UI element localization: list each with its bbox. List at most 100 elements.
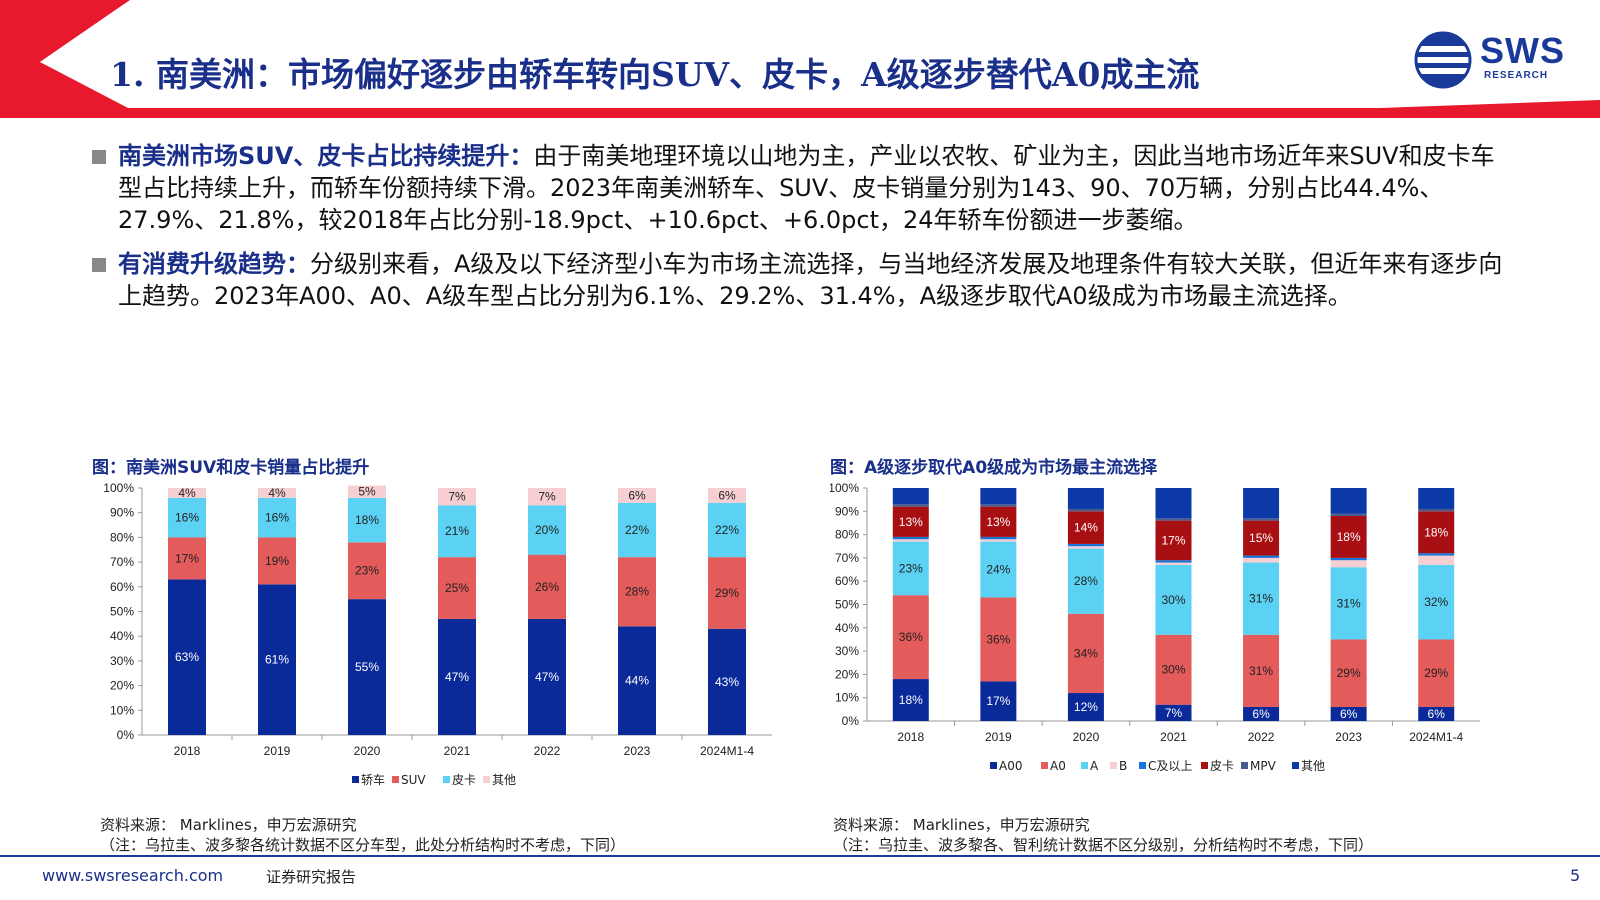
y-tick-label: 90% — [110, 506, 134, 520]
bar-segment — [1243, 518, 1280, 521]
bar-segment — [980, 539, 1017, 542]
legend-swatch — [1041, 762, 1048, 769]
bullet-body: 分级别来看，A级及以下经济型小车为市场主流选择，与当地经济发展及地理条件有较大关… — [118, 250, 1503, 310]
bar-segment — [618, 626, 656, 735]
bar-data-label: 16% — [265, 511, 289, 525]
bar-data-label: 28% — [625, 585, 649, 599]
bar-segment — [1418, 564, 1455, 640]
bar-data-label: 31% — [1337, 596, 1361, 610]
bullet-suv-pickup: 南美洲市场SUV、皮卡占比持续提升：由于南美地理环境以山地为主，产业以农牧、矿业… — [92, 140, 1512, 240]
y-tick-label: 0% — [117, 728, 135, 742]
x-category-label: 2021 — [444, 744, 471, 758]
bar-segment — [892, 504, 929, 507]
bar-segment — [348, 497, 386, 543]
bar-segment — [1067, 546, 1104, 549]
chart2-source-line: 资料来源： Marklines，申万宏源研究 — [833, 816, 1090, 834]
y-tick-label: 60% — [835, 574, 859, 588]
x-category-label: 2022 — [534, 744, 561, 758]
legend-swatch — [352, 776, 359, 783]
bar-segment — [892, 679, 929, 721]
bar-data-label: 13% — [986, 515, 1010, 529]
bar-data-label: 22% — [625, 523, 649, 537]
header-white-overlay — [0, 0, 1600, 104]
bullet-heading: 有消费升级趋势： — [118, 250, 310, 278]
bar-data-label: 30% — [1161, 663, 1185, 677]
bar-segment — [1418, 511, 1455, 554]
bar-segment — [1243, 707, 1280, 721]
bar-segment — [168, 579, 206, 735]
bar-segment — [1330, 567, 1367, 640]
bar-data-label: 34% — [1074, 646, 1098, 660]
legend-swatch — [443, 776, 450, 783]
y-tick-label: 10% — [835, 691, 859, 705]
bar-segment — [528, 488, 566, 506]
legend-swatch — [990, 762, 997, 769]
bar-data-label: 36% — [986, 632, 1010, 646]
bar-data-label: 17% — [1161, 533, 1185, 547]
bar-data-label: 19% — [265, 554, 289, 568]
bar-segment — [1418, 508, 1455, 512]
y-tick-label: 80% — [110, 530, 134, 544]
bar-segment — [168, 497, 206, 538]
bar-segment — [980, 681, 1017, 721]
bar-data-label: 26% — [535, 580, 559, 594]
bar-segment — [1067, 693, 1104, 721]
bar-data-label: 47% — [535, 670, 559, 684]
legend-label: 其他 — [492, 773, 516, 787]
bar-data-label: 18% — [355, 513, 379, 527]
bar-segment — [1155, 562, 1192, 565]
bar-data-label: 17% — [175, 551, 199, 565]
bar-segment — [438, 557, 476, 619]
bar-segment — [1155, 704, 1192, 721]
chart1-title: 图：南美洲SUV和皮卡销量占比提升 — [92, 458, 370, 478]
bar-segment — [528, 618, 566, 735]
bar-data-label: 17% — [986, 694, 1010, 708]
bar-data-label: 18% — [899, 693, 923, 707]
y-tick-label: 60% — [110, 580, 134, 594]
bar-data-label: 29% — [1337, 666, 1361, 680]
bar-segment — [618, 488, 656, 503]
bar-data-label: 55% — [355, 660, 379, 674]
page-number: 5 — [1570, 866, 1581, 885]
bar-segment — [892, 488, 929, 505]
header-red-wedge — [0, 0, 1600, 118]
y-tick-label: 100% — [103, 481, 134, 495]
bar-segment — [892, 539, 929, 542]
footer-report-label: 证券研究报告 — [266, 868, 357, 886]
bar-segment — [1330, 557, 1367, 561]
bar-segment — [1155, 488, 1192, 519]
bar-data-label: 7% — [538, 490, 556, 504]
legend-label: 皮卡 — [452, 773, 476, 787]
bar-data-label: 29% — [1424, 666, 1448, 680]
bar-data-label: 6% — [1340, 707, 1358, 721]
bar-data-label: 7% — [448, 490, 466, 504]
chart2-note: （注：乌拉圭、波多黎各、智利统计数据不区分级别，分析结构时不考虑，下同） — [833, 836, 1374, 854]
bar-data-label: 13% — [899, 515, 923, 529]
bar-data-label: 30% — [1161, 593, 1185, 607]
bar-segment — [348, 542, 386, 600]
legend-label: A00 — [999, 759, 1022, 773]
bar-segment — [1155, 560, 1192, 563]
bar-segment — [892, 536, 929, 540]
legend-label: A — [1090, 759, 1099, 773]
bar-segment — [892, 541, 929, 596]
bar-segment — [1330, 488, 1367, 514]
bar-segment — [1330, 639, 1367, 708]
x-category-label: 2022 — [1248, 730, 1275, 744]
bar-segment — [438, 488, 476, 506]
bar-segment — [892, 595, 929, 680]
bar-segment — [528, 554, 566, 619]
chart2-stacked-bar: 0% 10% 20% 30% 40% 50% 60% 70% 80% 90% 100% 18% 36% 2… — [830, 481, 1480, 773]
bar-segment — [980, 506, 1017, 537]
bar-data-label: 18% — [1424, 525, 1448, 539]
bar-segment — [1243, 557, 1280, 563]
bar-segment — [1418, 639, 1455, 708]
header-banner — [0, 0, 1600, 118]
bar-segment — [438, 505, 476, 558]
chart1-stacked-bar: 0% 10% 20% 30% 40% 50% 60% 70% 80% 90% 100% 63% 17% 1… — [103, 481, 772, 787]
footer-website-link[interactable]: www.swsresearch.com — [42, 866, 224, 885]
x-category-label: 2021 — [1160, 730, 1187, 744]
bar-data-label: 20% — [535, 523, 559, 537]
bullet-text: 南美洲市场SUV、皮卡占比持续提升：由于南美地理环境以山地为主，产业以农牧、矿业… — [118, 140, 1508, 236]
bar-segment — [1243, 520, 1280, 556]
